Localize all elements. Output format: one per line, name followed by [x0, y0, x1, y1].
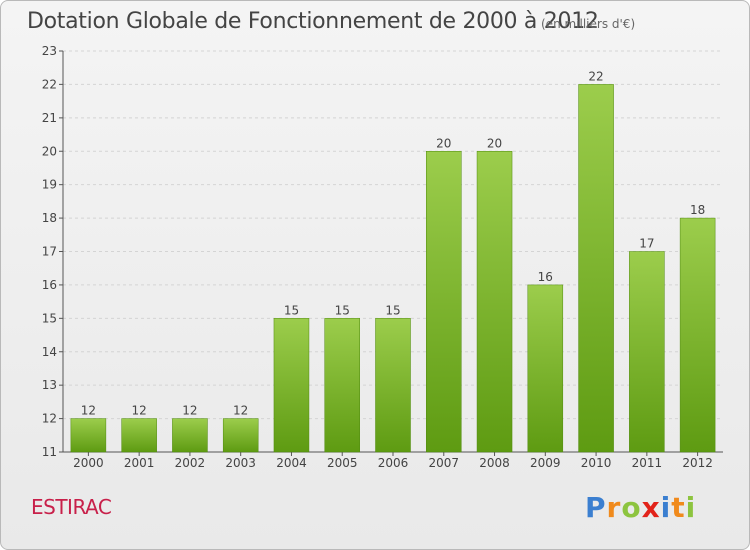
bar-value-label: 15 [284, 303, 299, 317]
bar[interactable] [324, 318, 360, 453]
bar[interactable] [222, 418, 259, 453]
bar[interactable] [273, 318, 310, 453]
bar-value-label: 16 [538, 270, 553, 284]
x-tick-label: 2008 [479, 456, 510, 470]
bar[interactable] [172, 418, 208, 453]
logo-letter: r [606, 491, 622, 524]
bar[interactable] [121, 418, 157, 453]
chart-subtitle: (en milliers d'€) [541, 17, 636, 31]
x-tick-label: 2006 [378, 456, 409, 470]
logo-letter: t [671, 491, 686, 524]
x-tick-label: 2003 [225, 456, 256, 470]
logo-letter: o [621, 491, 642, 524]
x-tick-label: 2002 [175, 456, 206, 470]
bars [70, 84, 716, 453]
axes: 11 12 13 14 15 16 17 18 19 20 21 22 23 [42, 44, 723, 459]
y-tick-label: 11 [42, 445, 57, 459]
bar-value-label: 12 [233, 404, 248, 418]
y-tick-label: 17 [42, 245, 57, 259]
y-tick-label: 20 [42, 144, 57, 158]
x-tick-label: 2005 [327, 456, 358, 470]
bar-value-label: 12 [132, 404, 147, 418]
logo-letter: i [660, 491, 672, 524]
bar[interactable] [578, 84, 614, 453]
y-tick-label: 18 [42, 211, 57, 225]
y-tick-label: 22 [42, 77, 57, 91]
logo-letter: i [685, 491, 697, 524]
y-tick-label: 14 [42, 345, 57, 359]
bar[interactable] [679, 217, 716, 453]
bar-value-label: 22 [588, 69, 603, 83]
bar-value-label: 15 [385, 303, 400, 317]
bar-value-label: 17 [639, 237, 654, 251]
y-tick-label: 23 [42, 44, 57, 58]
y-tick-label: 19 [42, 178, 57, 192]
chart-title: Dotation Globale de Fonctionnement de 20… [27, 9, 599, 34]
x-tick-label: 2007 [428, 456, 459, 470]
bar[interactable] [375, 318, 411, 453]
logo-letter: x [641, 491, 661, 524]
x-tick-label: 2012 [682, 456, 713, 470]
bar-value-label: 20 [436, 136, 451, 150]
y-tick-label: 16 [42, 278, 57, 292]
bar-value-label: 12 [81, 404, 96, 418]
commune-name: ESTIRAC [31, 495, 112, 519]
bar[interactable] [70, 418, 107, 453]
bar-value-label: 12 [182, 404, 197, 418]
bar[interactable] [476, 151, 513, 453]
y-tick-label: 21 [42, 111, 57, 125]
bar-value-label: 18 [690, 203, 705, 217]
logo-letter: P [585, 491, 607, 524]
x-tick-label: 2011 [632, 456, 663, 470]
x-tick-label: 2010 [581, 456, 612, 470]
bar[interactable] [426, 151, 462, 453]
y-tick-label: 12 [42, 412, 57, 426]
x-tick-label: 2000 [73, 456, 104, 470]
y-tick-label: 13 [42, 378, 57, 392]
proxiti-logo[interactable]: Proxiti [585, 491, 696, 524]
bar[interactable] [629, 251, 665, 453]
bar-value-label: 15 [335, 303, 350, 317]
bar[interactable] [527, 284, 564, 453]
x-tick-label: 2009 [530, 456, 561, 470]
bar-value-label: 20 [487, 136, 502, 150]
x-tick-label: 2004 [276, 456, 307, 470]
labels: 12 2000 12 2001 12 2002 12 2003 15 2004 15 2005 15 20… [73, 69, 713, 470]
x-tick-label: 2001 [124, 456, 155, 470]
y-tick-label: 15 [42, 311, 57, 325]
